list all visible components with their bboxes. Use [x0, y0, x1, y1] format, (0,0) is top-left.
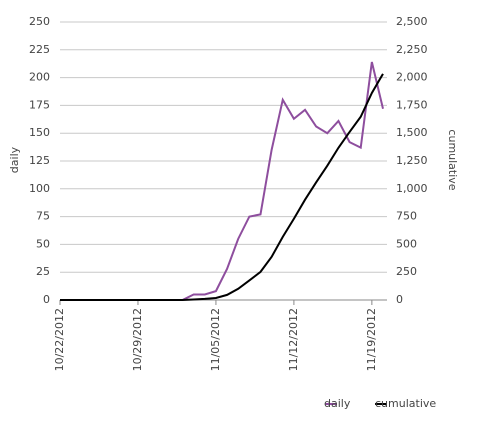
y-tick-label: 125	[29, 154, 50, 167]
y2-tick-label: 2,000	[396, 71, 428, 84]
y-tick-label: 75	[36, 210, 50, 223]
series-line	[60, 73, 384, 301]
y2-axis-title: cumulative	[446, 129, 459, 190]
x-tick-label: 11/12/2012	[287, 308, 300, 371]
y2-tick-label: 2,250	[396, 43, 428, 56]
y-axis-title: daily	[8, 146, 21, 173]
y2-tick-label: 1,750	[396, 98, 428, 111]
y2-tick-label: 2,500	[396, 15, 428, 28]
y-tick-label: 100	[29, 182, 50, 195]
series-line	[60, 61, 384, 301]
y-tick-label: 200	[29, 71, 50, 84]
y-tick-label: 0	[43, 293, 50, 306]
y2-tick-label: 0	[396, 293, 403, 306]
y-tick-label: 225	[29, 43, 50, 56]
y2-tick-label: 1,000	[396, 182, 428, 195]
y-tick-label: 25	[36, 265, 50, 278]
y-tick-label: 250	[29, 15, 50, 28]
y-tick-label: 150	[29, 126, 50, 139]
legend-label: cumulative	[375, 397, 436, 410]
x-tick-label: 11/05/2012	[209, 308, 222, 371]
y-tick-label: 175	[29, 98, 50, 111]
y2-tick-label: 250	[396, 265, 417, 278]
y2-tick-label: 1,500	[396, 126, 428, 139]
y2-tick-label: 500	[396, 237, 417, 250]
y2-tick-label: 1,250	[396, 154, 428, 167]
y2-tick-label: 750	[396, 210, 417, 223]
x-tick-label: 10/22/2012	[53, 308, 66, 371]
x-tick-label: 11/19/2012	[365, 308, 378, 371]
y-tick-label: 50	[36, 237, 50, 250]
legend-label: daily	[324, 397, 351, 410]
x-tick-label: 10/29/2012	[131, 308, 144, 371]
